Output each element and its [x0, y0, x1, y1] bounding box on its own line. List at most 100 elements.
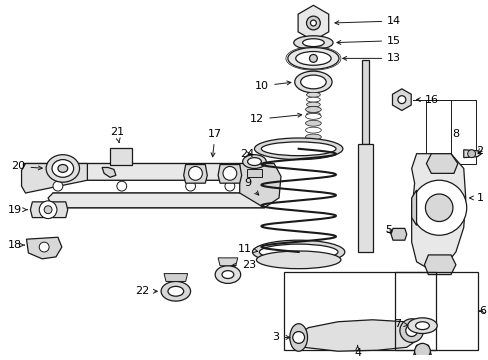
Ellipse shape [254, 138, 342, 159]
Polygon shape [357, 144, 373, 252]
Text: 9: 9 [244, 178, 258, 195]
Circle shape [397, 96, 405, 104]
Ellipse shape [261, 142, 335, 156]
Polygon shape [102, 167, 116, 177]
Circle shape [117, 181, 126, 191]
Text: 18: 18 [7, 240, 24, 250]
Text: 7: 7 [393, 319, 407, 329]
Ellipse shape [215, 266, 240, 283]
Ellipse shape [305, 113, 321, 119]
Ellipse shape [305, 107, 321, 112]
Ellipse shape [294, 71, 331, 93]
Ellipse shape [302, 39, 324, 46]
Polygon shape [218, 258, 237, 266]
Circle shape [411, 180, 466, 235]
Ellipse shape [293, 36, 332, 50]
Text: 24: 24 [240, 149, 254, 159]
Polygon shape [390, 228, 406, 240]
Circle shape [39, 242, 49, 252]
Polygon shape [246, 170, 262, 177]
Ellipse shape [247, 158, 261, 166]
Polygon shape [413, 345, 430, 355]
Text: 19: 19 [7, 205, 27, 215]
Polygon shape [218, 165, 241, 183]
Polygon shape [361, 60, 368, 144]
Text: 6: 6 [478, 306, 485, 316]
Polygon shape [48, 193, 264, 208]
Text: 23: 23 [231, 260, 255, 270]
Text: 4: 4 [353, 348, 361, 358]
Ellipse shape [256, 251, 340, 269]
Text: 2: 2 [476, 146, 483, 156]
Polygon shape [293, 320, 416, 351]
Ellipse shape [309, 54, 317, 62]
Bar [394, 272, 478, 350]
Polygon shape [309, 41, 317, 46]
Circle shape [223, 166, 236, 180]
Bar [426, 100, 474, 163]
Text: 17: 17 [208, 129, 222, 157]
Polygon shape [411, 154, 465, 269]
Polygon shape [392, 89, 410, 111]
Ellipse shape [305, 148, 321, 154]
Circle shape [53, 181, 62, 191]
Text: 16: 16 [416, 95, 438, 105]
Ellipse shape [306, 112, 320, 117]
Circle shape [306, 16, 320, 30]
Ellipse shape [305, 141, 321, 147]
Text: 20: 20 [11, 162, 42, 171]
Text: 3: 3 [271, 333, 289, 342]
Polygon shape [426, 154, 457, 174]
Ellipse shape [306, 97, 320, 102]
Ellipse shape [305, 127, 321, 133]
Text: 5: 5 [384, 225, 391, 235]
Circle shape [39, 201, 57, 219]
Ellipse shape [300, 75, 325, 89]
Ellipse shape [168, 286, 183, 296]
Text: 10: 10 [255, 81, 290, 91]
Text: 21: 21 [110, 127, 123, 143]
Ellipse shape [46, 155, 80, 182]
Ellipse shape [407, 318, 436, 333]
Ellipse shape [287, 48, 338, 69]
Polygon shape [23, 163, 264, 180]
Text: 12: 12 [250, 113, 301, 124]
Text: 8: 8 [451, 129, 459, 139]
Text: 15: 15 [336, 36, 400, 46]
Text: 22: 22 [135, 286, 157, 296]
Text: 14: 14 [334, 16, 401, 26]
Ellipse shape [306, 92, 320, 97]
Ellipse shape [305, 134, 321, 140]
Circle shape [310, 20, 316, 26]
Polygon shape [298, 5, 328, 41]
Ellipse shape [52, 159, 74, 177]
Polygon shape [163, 274, 187, 282]
Polygon shape [23, 163, 264, 208]
Text: 1: 1 [468, 193, 483, 203]
Polygon shape [463, 150, 481, 158]
Ellipse shape [259, 244, 337, 260]
Ellipse shape [222, 271, 233, 279]
Polygon shape [26, 237, 61, 259]
Circle shape [292, 332, 304, 343]
Circle shape [185, 181, 195, 191]
Ellipse shape [306, 102, 320, 107]
Ellipse shape [306, 107, 320, 112]
Ellipse shape [415, 322, 428, 330]
Polygon shape [183, 165, 207, 183]
Ellipse shape [252, 240, 344, 264]
Text: 13: 13 [342, 53, 400, 63]
Bar [110, 148, 131, 166]
Ellipse shape [305, 120, 321, 126]
Circle shape [405, 325, 417, 337]
Ellipse shape [161, 282, 190, 301]
Circle shape [425, 194, 452, 221]
Polygon shape [21, 163, 87, 193]
Polygon shape [239, 163, 281, 208]
Ellipse shape [58, 165, 68, 172]
Text: 11: 11 [237, 244, 257, 254]
Ellipse shape [295, 51, 330, 65]
Polygon shape [424, 255, 455, 275]
Circle shape [224, 181, 234, 191]
Circle shape [44, 206, 52, 213]
